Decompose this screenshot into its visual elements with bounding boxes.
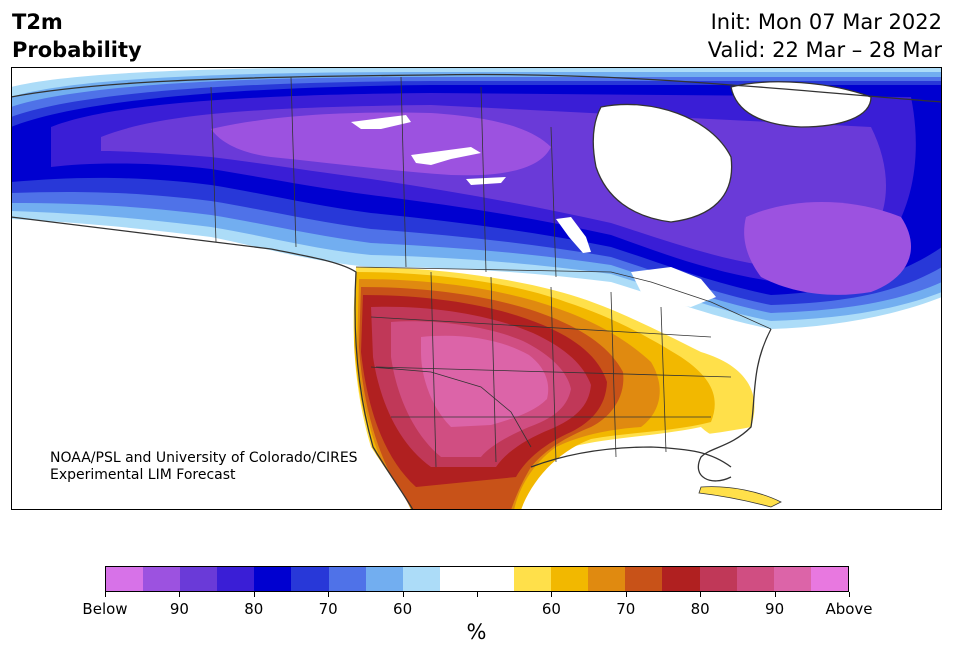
cold-band-8 bbox=[211, 112, 551, 176]
valid-range: Valid: 22 Mar – 28 Mar bbox=[707, 38, 942, 62]
gulf-coast bbox=[530, 446, 732, 468]
warm-band-8 bbox=[421, 335, 549, 427]
coastline-east bbox=[697, 328, 772, 482]
great-slave-lake bbox=[411, 147, 481, 165]
colorbar-segment bbox=[402, 567, 440, 591]
coastline-north bbox=[11, 73, 942, 103]
colorbar-tick bbox=[179, 592, 181, 597]
colorbar-tick-label: 80 bbox=[690, 600, 710, 618]
colorbar-tick-label: 60 bbox=[393, 600, 413, 618]
colorbar-tick-label: 90 bbox=[169, 600, 189, 618]
great-bear-lake bbox=[351, 115, 411, 129]
colorbar-tick bbox=[402, 592, 404, 597]
colorbar-unit: % bbox=[466, 620, 487, 644]
us-canada-border bbox=[355, 266, 772, 330]
colorbar bbox=[105, 566, 849, 592]
colorbar-segment bbox=[106, 567, 144, 591]
colorbar-segment bbox=[365, 567, 403, 591]
map-title: T2m Probability bbox=[12, 8, 142, 64]
colorbar-segment bbox=[588, 567, 626, 591]
state-line-4 bbox=[610, 291, 617, 458]
state-line-2 bbox=[490, 276, 497, 463]
colorbar-tick bbox=[477, 592, 478, 597]
colorbar-segment bbox=[773, 567, 811, 591]
colorbar-segment bbox=[217, 567, 255, 591]
alaska-border bbox=[210, 86, 217, 243]
colorbar-tick bbox=[105, 592, 106, 597]
lake-athabasca bbox=[466, 177, 506, 185]
colorbar-segment bbox=[291, 567, 329, 591]
colorbar-tick bbox=[774, 592, 776, 597]
colorbar-segment bbox=[625, 567, 663, 591]
hudson-bay bbox=[593, 104, 732, 222]
state-line-1 bbox=[430, 271, 437, 468]
forecast-dates: Init: Mon 07 Mar 2022 Valid: 22 Mar – 28… bbox=[708, 8, 942, 64]
colorbar-ticks: Below 90 80 70 60 60 70 80 90 Above bbox=[82, 592, 873, 618]
province-line-1 bbox=[290, 76, 297, 248]
colorbar-tick-label: 90 bbox=[765, 600, 785, 618]
colorbar-tick bbox=[253, 592, 255, 597]
colorbar-tick-label: 80 bbox=[244, 600, 264, 618]
state-line-7 bbox=[375, 366, 732, 378]
pacific-ocean bbox=[11, 227, 411, 510]
colorbar-segment bbox=[476, 567, 515, 591]
colorbar-tick bbox=[625, 592, 627, 597]
colorbar-segment bbox=[736, 567, 774, 591]
state-line-3 bbox=[550, 286, 557, 463]
colorbar-segment bbox=[143, 567, 181, 591]
state-line-6 bbox=[370, 316, 712, 338]
cuba bbox=[698, 486, 782, 508]
probability-map bbox=[11, 67, 942, 510]
init-date: Init: Mon 07 Mar 2022 bbox=[710, 10, 942, 34]
colorbar-segment bbox=[180, 567, 218, 591]
cold-band-9 bbox=[744, 202, 911, 295]
colorbar-tick-label: 70 bbox=[616, 600, 636, 618]
colorbar-tick-label: Above bbox=[825, 600, 873, 618]
colorbar-tick-label: 60 bbox=[541, 600, 561, 618]
colorbar-segment bbox=[662, 567, 700, 591]
colorbar-segment bbox=[810, 567, 848, 591]
title-line-2: Probability bbox=[12, 38, 142, 62]
colorbar-tick bbox=[849, 592, 850, 597]
colorbar-tick bbox=[700, 592, 702, 597]
state-line-5 bbox=[660, 306, 667, 453]
colorbar-segment bbox=[328, 567, 366, 591]
credit-line-1: NOAA/PSL and University of Colorado/CIRE… bbox=[50, 450, 358, 466]
greenland-outline bbox=[730, 81, 872, 128]
hudson-outline bbox=[592, 103, 733, 223]
province-line-3 bbox=[480, 86, 487, 273]
colorbar-segment bbox=[551, 567, 589, 591]
colorbar-tick-label: 70 bbox=[318, 600, 338, 618]
credit-line-2: Experimental LIM Forecast bbox=[50, 467, 236, 483]
colorbar-segment bbox=[439, 567, 477, 591]
province-line-4 bbox=[550, 126, 557, 278]
colorbar-tick-label: Below bbox=[82, 600, 128, 618]
colorbar-segment bbox=[514, 567, 552, 591]
us-mexico-border bbox=[370, 366, 532, 448]
province-line-2 bbox=[400, 76, 407, 268]
gulf-atlantic bbox=[571, 377, 942, 510]
coastline-west bbox=[11, 216, 414, 510]
colorbar-tick bbox=[328, 592, 330, 597]
colorbar-segment bbox=[254, 567, 292, 591]
lake-winnipeg bbox=[556, 217, 591, 253]
colorbar-segment bbox=[699, 567, 737, 591]
map-credit: NOAA/PSL and University of Colorado/CIRE… bbox=[50, 450, 358, 484]
title-line-1: T2m bbox=[12, 10, 63, 34]
colorbar-tick bbox=[551, 592, 553, 597]
